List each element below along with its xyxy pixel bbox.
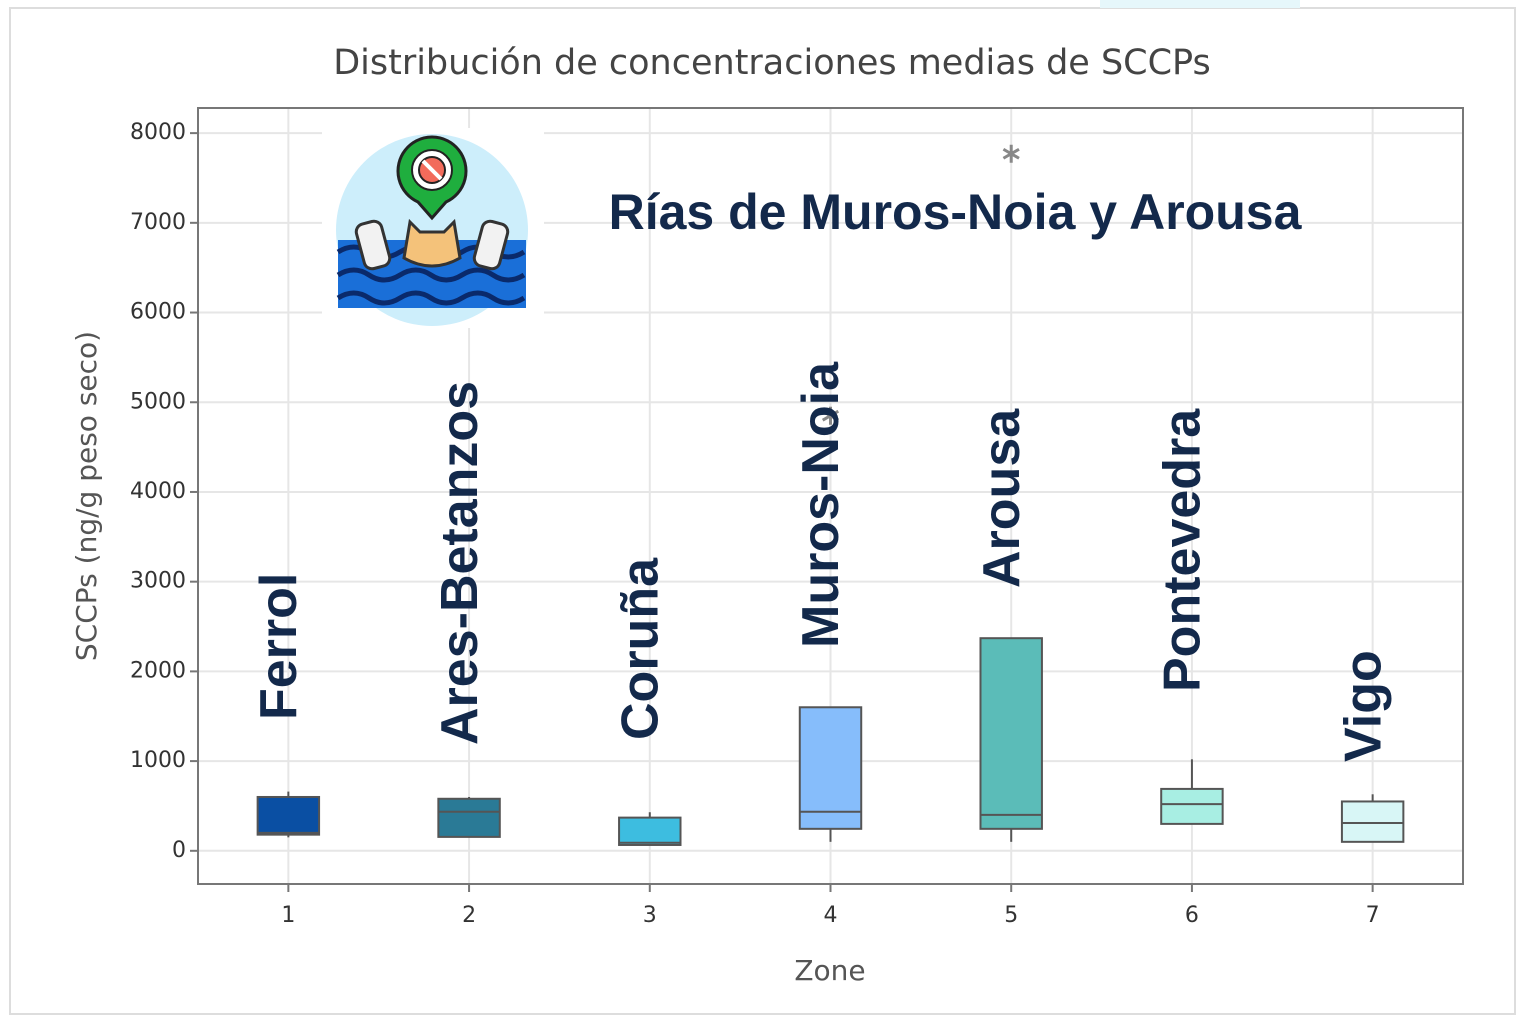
y-tick-label: 4000 <box>130 479 186 504</box>
x-tick-label: 2 <box>462 903 476 928</box>
page-frame <box>9 7 1516 1015</box>
x-tick-label: 1 <box>281 903 295 928</box>
chart-title: Distribución de concentraciones medias d… <box>333 43 1211 83</box>
box <box>1340 800 1405 843</box>
icon <box>322 128 544 328</box>
zone-label: Vigo <box>1334 650 1392 762</box>
y-tick-label: 8000 <box>130 120 186 145</box>
x-axis-title: Zone <box>794 954 865 987</box>
x-tick-label: 3 <box>643 903 657 928</box>
y-tick-label: 1000 <box>130 748 186 773</box>
box <box>256 795 321 836</box>
box <box>618 816 682 846</box>
top-strip <box>1100 0 1300 8</box>
y-axis-title: SCCPs (ng/g peso seco) <box>70 331 103 661</box>
box <box>1160 787 1224 825</box>
y-tick-label: 7000 <box>130 210 186 235</box>
x-tick-label: 6 <box>1185 903 1199 928</box>
box <box>437 797 501 838</box>
overlay-title: Rías de Muros-Noia y Arousa <box>609 184 1303 240</box>
x-tick-label: 4 <box>824 903 838 928</box>
outlier <box>821 406 840 425</box>
zone-label: Pontevedra <box>1154 408 1212 692</box>
x-tick-label: 7 <box>1366 903 1380 928</box>
y-tick-label: 5000 <box>130 389 186 414</box>
zone-label: Muros-Noia <box>792 361 850 648</box>
zone-label: Arousa <box>973 408 1031 588</box>
y-tick-label: 2000 <box>130 658 186 683</box>
y-tick-label: 6000 <box>130 300 186 325</box>
outlier <box>1002 144 1020 163</box>
box <box>979 637 1043 830</box>
box <box>798 706 863 830</box>
x-tick-label: 5 <box>1004 903 1018 928</box>
zone-label: Coruña <box>612 557 670 740</box>
y-tick-label: 0 <box>172 838 186 863</box>
plot-marks <box>256 144 1405 846</box>
y-tick-label: 3000 <box>130 569 186 594</box>
zone-label: Ares-Betanzos <box>431 381 489 745</box>
zone-label: Ferrol <box>250 573 308 720</box>
